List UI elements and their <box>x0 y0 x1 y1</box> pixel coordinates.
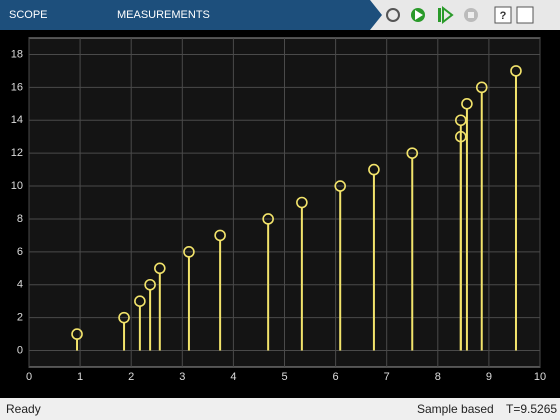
stem-marker <box>368 163 380 176</box>
x-tick-label: 1 <box>77 371 83 383</box>
x-tick-label: 5 <box>281 371 287 383</box>
help-icon: ? <box>500 10 507 22</box>
y-tick-label: 4 <box>17 279 23 291</box>
x-tick-label: 9 <box>486 371 492 383</box>
y-tick-label: 16 <box>11 81 23 93</box>
toolbar-icons: ? <box>370 0 560 30</box>
stem-marker <box>406 147 419 159</box>
y-tick-label: 6 <box>17 246 23 258</box>
step-icon <box>442 5 454 25</box>
y-tick-label: 14 <box>11 114 23 126</box>
stem-marker <box>144 278 156 291</box>
x-tick-label: 6 <box>333 371 339 383</box>
stem-marker <box>510 65 522 77</box>
step-button[interactable] <box>438 8 441 22</box>
stem-marker <box>183 246 195 258</box>
stem-marker <box>262 213 274 225</box>
y-tick-label: 8 <box>17 213 23 225</box>
stem-marker <box>71 328 83 340</box>
status-mode: Sample based <box>417 402 494 416</box>
tab[interactable]: MEASUREMENTS <box>117 9 210 21</box>
settings-button[interactable] <box>386 8 400 22</box>
y-tick-label: 18 <box>11 48 23 60</box>
x-tick-label: 7 <box>384 371 390 383</box>
help-button[interactable] <box>494 6 512 24</box>
x-tick-label: 3 <box>179 371 185 383</box>
x-tick-label: 10 <box>534 371 546 383</box>
stem-marker <box>118 311 130 324</box>
x-tick-label: 0 <box>26 371 32 383</box>
stem-marker <box>461 98 473 110</box>
stem-marker <box>296 196 308 209</box>
status-bar: Ready Sample based T=9.5265 <box>0 398 560 420</box>
toolbar: SCOPE MEASUREMENTS ? <box>0 0 560 30</box>
stem-marker <box>454 114 467 127</box>
run-icon <box>415 10 423 20</box>
stop-icon <box>468 12 474 18</box>
x-tick-label: 4 <box>230 371 236 383</box>
stem-marker <box>475 81 488 94</box>
stem-marker <box>214 229 226 242</box>
tab[interactable]: SCOPE <box>9 9 48 21</box>
y-tick-label: 2 <box>17 312 23 324</box>
y-tick-label: 12 <box>11 147 23 159</box>
status-state: Ready <box>6 402 41 416</box>
y-tick-label: 10 <box>11 180 23 192</box>
x-tick-label: 2 <box>128 371 134 383</box>
status-time: T=9.5265 <box>506 402 558 416</box>
stem-marker <box>334 180 346 192</box>
undock-button[interactable] <box>516 6 534 24</box>
stem-marker <box>134 295 146 308</box>
y-tick-label: 0 <box>17 344 23 356</box>
stem-marker <box>154 262 166 275</box>
x-tick-label: 8 <box>435 371 441 383</box>
